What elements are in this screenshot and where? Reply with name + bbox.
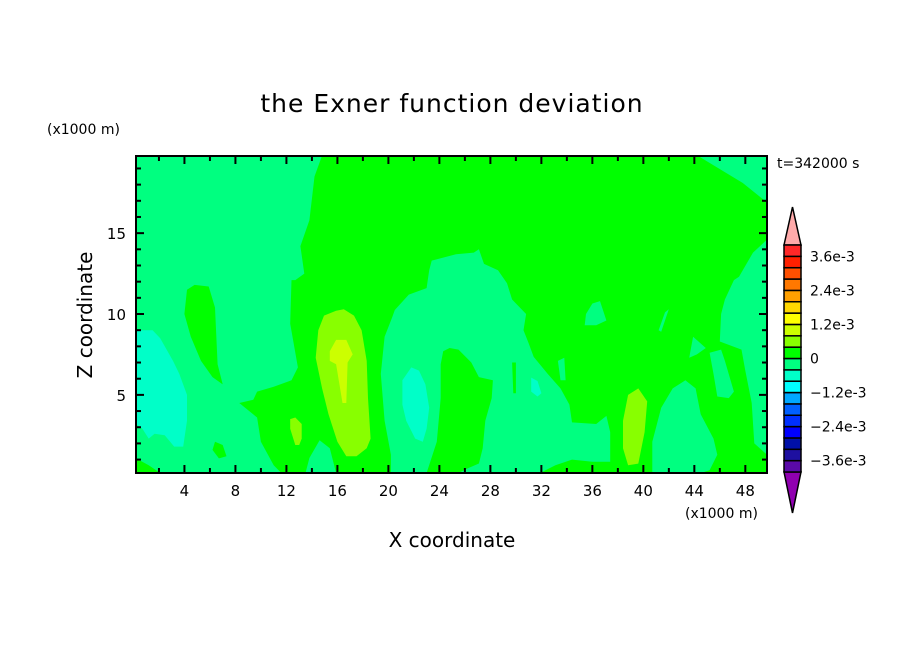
colorbar-swatch — [783, 255, 802, 269]
colorbar-label: 3.6e-3 — [810, 249, 855, 265]
contour-region — [290, 417, 302, 445]
colorbar-swatch — [783, 301, 802, 314]
colorbar-swatch — [783, 437, 802, 451]
colorbar-label: 0 — [810, 352, 819, 368]
colorbar-swatch — [783, 266, 802, 280]
contour-region — [136, 458, 161, 473]
y-axis-label: Z coordinate — [73, 252, 97, 379]
contour-region — [557, 357, 566, 381]
x-tick-label: 20 — [379, 482, 398, 500]
contour-region — [531, 377, 542, 397]
x-tick-label: 44 — [685, 482, 704, 500]
y-tick-label: 15 — [107, 225, 126, 243]
colorbar-swatch — [783, 289, 802, 303]
plot-area — [136, 156, 767, 473]
x-tick-label: 24 — [430, 482, 449, 500]
contour-region — [184, 284, 223, 385]
colorbar-over-triangle — [783, 206, 802, 246]
colorbar-swatch — [783, 335, 802, 348]
contour-region — [658, 309, 669, 332]
contour-region — [512, 362, 516, 394]
contour-region — [623, 388, 648, 466]
x-tick-label: 16 — [328, 482, 347, 500]
colorbar-swatch — [783, 369, 802, 382]
colorbar-swatch — [783, 391, 802, 405]
x-tick-label: 8 — [231, 482, 241, 500]
colorbar-swatch — [783, 380, 802, 394]
colorbar-swatch — [783, 244, 802, 258]
colorbar-label: 1.2e-3 — [810, 317, 855, 333]
contour-region — [689, 336, 706, 358]
colorbar-label: 2.4e-3 — [810, 283, 855, 299]
colorbar-label: −3.6e-3 — [810, 454, 867, 470]
x-axis-label: X coordinate — [389, 528, 516, 552]
colorbar-swatch — [783, 425, 802, 439]
x-tick-label: 48 — [736, 482, 755, 500]
colorbar-swatch — [783, 278, 802, 292]
x-tick-label: 4 — [180, 482, 190, 500]
x-tick-label: 12 — [277, 482, 296, 500]
contour-region — [540, 459, 613, 473]
time-label: t=342000 s — [777, 156, 859, 172]
colorbar-swatch — [783, 459, 802, 473]
contour-region — [709, 349, 734, 399]
colorbar-under-triangle — [783, 471, 802, 514]
contour-region — [426, 348, 493, 473]
contour-region — [652, 380, 718, 473]
y-unit-label: (x1000 m) — [47, 122, 120, 138]
contour-region — [402, 367, 430, 442]
colorbar-swatch — [783, 448, 802, 462]
contour-region — [329, 339, 353, 403]
contour-regions — [136, 156, 767, 473]
x-tick-label: 40 — [634, 482, 653, 500]
colorbar-swatch — [783, 312, 802, 326]
x-tick-label: 36 — [583, 482, 602, 500]
colorbar-label: −2.4e-3 — [810, 420, 867, 436]
colorbar-swatch — [783, 323, 802, 337]
colorbar-swatch — [783, 403, 802, 416]
contour-region — [584, 301, 607, 326]
colorbar-swatch — [783, 357, 802, 371]
colorbar-swatch — [783, 346, 802, 360]
colorbar: 3.6e-3 2.4e-3 1.2e-3 0 −1.2e-3 −2.4e-3 −3.6e-3 — [783, 206, 867, 514]
x-unit-label: (x1000 m) — [685, 506, 758, 522]
x-tick-label: 28 — [481, 482, 500, 500]
contour-region — [136, 330, 187, 447]
x-tick-label: 32 — [532, 482, 551, 500]
y-tick-label: 5 — [116, 387, 126, 405]
colorbar-label: −1.2e-3 — [810, 386, 867, 402]
colorbar-swatch — [783, 414, 802, 428]
y-tick-label: 10 — [107, 306, 126, 324]
contour-region — [212, 441, 227, 459]
chart-title: the Exner function deviation — [260, 89, 643, 118]
